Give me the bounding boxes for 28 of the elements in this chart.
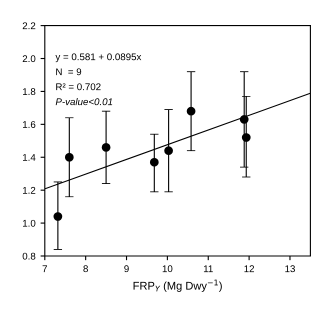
x-tick-label: 10 <box>162 265 172 272</box>
x-tick-label: 11 <box>204 265 213 272</box>
point <box>240 115 249 124</box>
y-tick-label: 2.2 <box>22 22 36 30</box>
y-tick-label: 1.6 <box>23 121 36 128</box>
annotation: N = 9 <box>56 68 82 76</box>
x-axis-title: FRP$_{Y}$ (Mg Dwy$^{−1}$) <box>134 280 222 292</box>
point <box>54 212 62 221</box>
x-tick-label: 8 <box>83 265 88 272</box>
y-tick-label: 1.8 <box>23 88 36 96</box>
point <box>150 158 159 167</box>
x-tick-label: 12 <box>244 265 254 272</box>
y-tick-label: 1.0 <box>23 220 36 227</box>
y-tick-label: 1.2 <box>23 186 36 194</box>
y-tick-label: 2.0 <box>22 55 36 62</box>
annotation: R² = 0.702 <box>56 83 101 90</box>
annotation: P-value<0.01 <box>56 98 112 106</box>
x-tick-label: 9 <box>124 265 129 272</box>
y-tick-label: 1.4 <box>23 154 36 161</box>
point <box>164 146 173 156</box>
point <box>186 106 196 116</box>
y-tick-label: 0.8 <box>22 252 36 260</box>
point <box>102 143 110 152</box>
annotation: y = 0.581 + 0.0895x <box>55 53 142 62</box>
point <box>242 133 251 142</box>
x-tick-label: 7 <box>42 265 48 272</box>
x-tick-label: 13 <box>285 265 295 272</box>
point <box>64 152 74 162</box>
